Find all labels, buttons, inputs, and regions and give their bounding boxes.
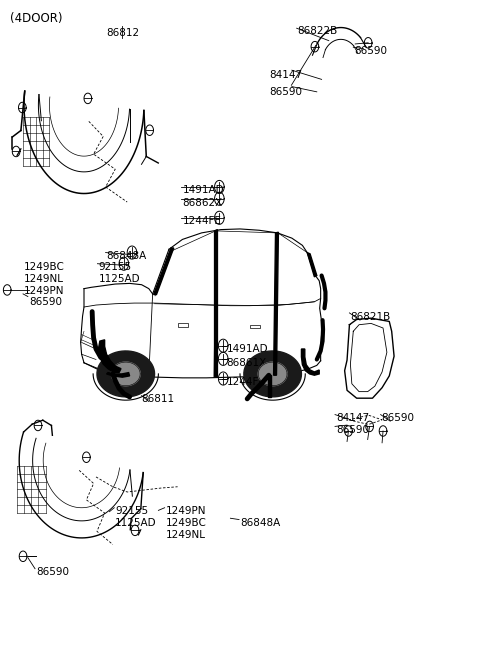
- Text: 86590: 86590: [354, 46, 387, 56]
- Text: 1125AD: 1125AD: [98, 274, 140, 284]
- Polygon shape: [107, 373, 130, 377]
- Text: 86811: 86811: [142, 394, 175, 403]
- Text: 86590: 86590: [36, 567, 69, 577]
- Text: 1249BC: 1249BC: [166, 518, 206, 528]
- Text: 86848A: 86848A: [240, 518, 280, 528]
- Text: 1249NL: 1249NL: [24, 274, 64, 284]
- Text: 86861X: 86861X: [227, 358, 267, 367]
- Text: 1249PN: 1249PN: [166, 506, 206, 516]
- Bar: [250, 325, 260, 328]
- Text: 86590: 86590: [269, 87, 302, 96]
- Polygon shape: [274, 232, 278, 375]
- Text: 1249PN: 1249PN: [24, 286, 64, 296]
- Polygon shape: [111, 362, 140, 386]
- Polygon shape: [97, 351, 155, 397]
- Text: 1491AD: 1491AD: [227, 344, 268, 354]
- Bar: [178, 323, 188, 327]
- Polygon shape: [307, 253, 317, 277]
- Polygon shape: [98, 340, 121, 373]
- Polygon shape: [154, 248, 174, 295]
- Text: 1249BC: 1249BC: [24, 262, 65, 272]
- Text: 86862X: 86862X: [182, 198, 223, 208]
- Text: 1244FE: 1244FE: [227, 377, 265, 387]
- Text: 1249NL: 1249NL: [166, 530, 205, 540]
- Polygon shape: [301, 349, 319, 375]
- Text: 86590: 86590: [29, 297, 62, 306]
- Polygon shape: [244, 351, 301, 397]
- Text: 1244FE: 1244FE: [182, 216, 221, 226]
- Polygon shape: [268, 375, 271, 397]
- Text: (4DOOR): (4DOOR): [10, 12, 62, 25]
- Polygon shape: [215, 230, 217, 377]
- Polygon shape: [258, 362, 287, 386]
- Text: 86848A: 86848A: [107, 251, 147, 260]
- Text: 86590: 86590: [382, 413, 415, 423]
- Text: 86822B: 86822B: [298, 26, 338, 36]
- Text: 1125AD: 1125AD: [115, 518, 157, 528]
- Text: 92155: 92155: [98, 262, 132, 272]
- Text: 86821B: 86821B: [350, 312, 391, 321]
- Text: 86590: 86590: [336, 425, 369, 435]
- Text: 86812: 86812: [106, 28, 139, 37]
- Text: 92155: 92155: [115, 506, 148, 516]
- Text: 84147: 84147: [269, 70, 302, 80]
- Text: 1491AD: 1491AD: [182, 185, 224, 195]
- Text: 84147: 84147: [336, 413, 369, 423]
